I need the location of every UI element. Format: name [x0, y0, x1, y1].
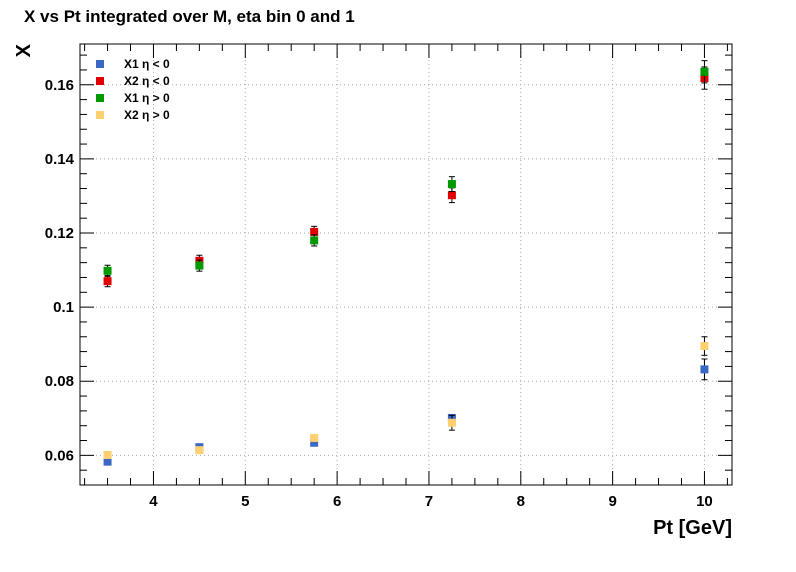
y-tick-label: 0.14	[45, 151, 75, 168]
data-point-series-4	[700, 342, 709, 351]
x-axis-label: Pt [GeV]	[653, 517, 732, 539]
x-tick-label: 9	[608, 493, 616, 510]
x-tick-label: 10	[696, 493, 713, 510]
data-point-series-4	[195, 446, 204, 455]
data-point-series-2	[310, 227, 319, 236]
y-tick-label: 0.08	[45, 373, 74, 390]
x-tick-label: 8	[517, 493, 525, 510]
legend-label: X1 η < 0	[124, 57, 170, 71]
legend-marker	[96, 94, 104, 102]
plot-frame	[79, 43, 733, 486]
data-point-series-4	[447, 418, 456, 427]
data-point-series-3	[447, 180, 456, 189]
legend-marker	[96, 77, 104, 85]
x-tick-label: 6	[333, 493, 341, 510]
axes: 4 5 6 7 8 9 10 0.06 0.08 0.1 0.12 0.14 0.16	[45, 44, 732, 510]
grid	[80, 44, 732, 485]
data-points	[103, 60, 709, 466]
legend-label: X2 η < 0	[124, 74, 170, 88]
legend-marker	[96, 60, 104, 68]
legend-label: X1 η > 0	[124, 91, 170, 105]
data-point-series-1	[310, 438, 319, 447]
data-point-series-4	[310, 433, 319, 442]
x-tick-label: 7	[425, 493, 433, 510]
legend: X1 η < 0 X2 η < 0 X1 η > 0 X2 η > 0	[96, 57, 170, 122]
y-tick-label: 0.12	[45, 225, 74, 242]
data-point-series-2	[103, 277, 112, 286]
y-tick-label: 0.06	[45, 447, 74, 464]
data-point-series-1	[700, 365, 709, 374]
data-point-series-2	[447, 191, 456, 200]
legend-label: X2 η > 0	[124, 108, 170, 122]
data-point-series-3	[310, 236, 319, 245]
x-tick-label: 5	[241, 493, 249, 510]
data-point-series-4	[103, 450, 112, 459]
y-tick-label: 0.16	[45, 77, 74, 94]
data-point-series-1	[103, 457, 112, 466]
chart-title: X vs Pt integrated over M, eta bin 0 and…	[24, 7, 355, 26]
data-point-series-3	[700, 67, 709, 76]
x-tick-label: 4	[149, 493, 158, 510]
y-axis-label: X	[13, 43, 35, 57]
data-point-series-3	[195, 261, 204, 270]
legend-marker	[96, 111, 104, 119]
y-tick-label: 0.1	[53, 299, 74, 316]
data-point-series-3	[103, 266, 112, 275]
